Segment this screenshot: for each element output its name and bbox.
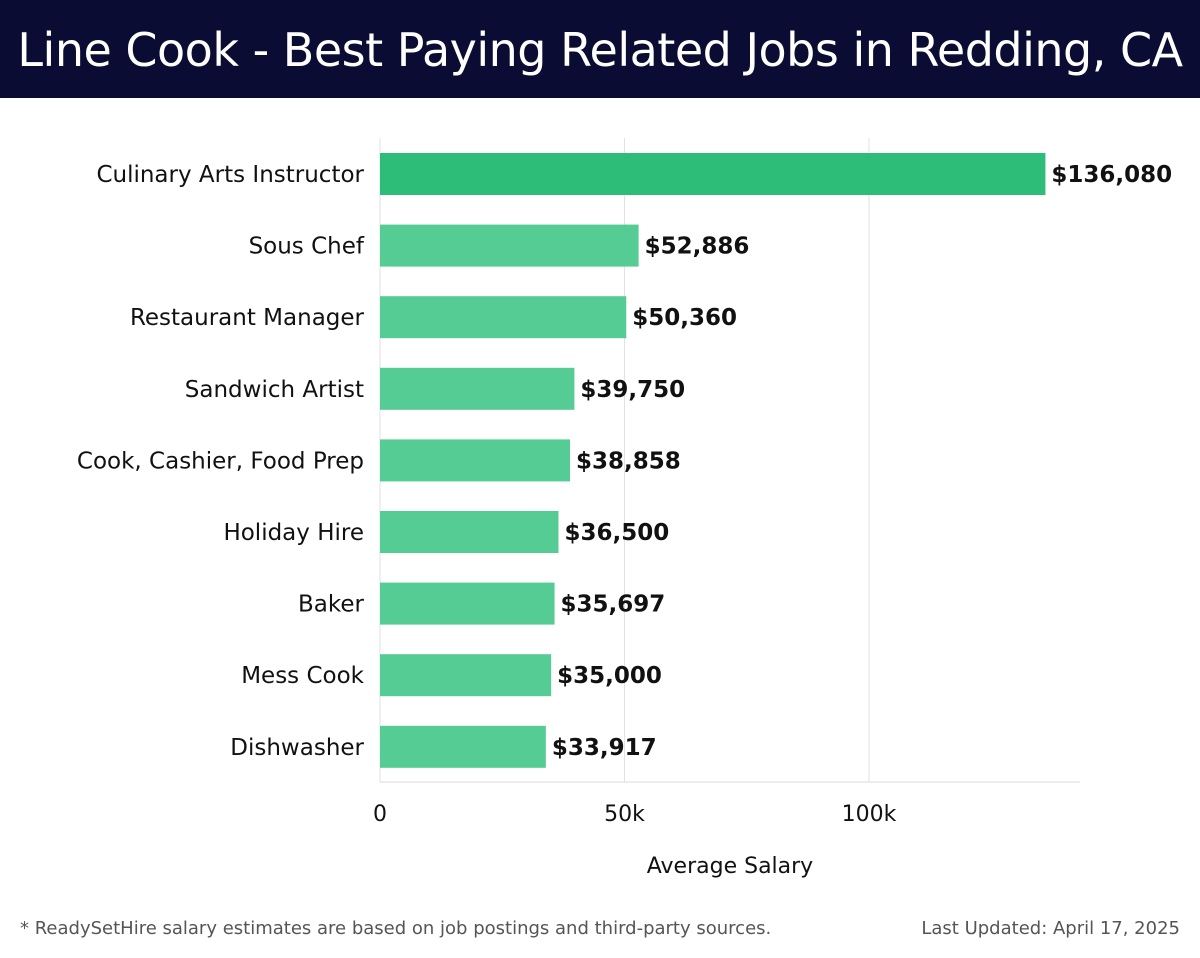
bar (380, 367, 575, 410)
last-updated: Last Updated: April 17, 2025 (921, 918, 1180, 939)
x-tick-label: 0 (373, 802, 387, 827)
category-label: Mess Cook (241, 663, 364, 689)
x-tick-label: 100k (842, 802, 897, 827)
category-label: Holiday Hire (223, 520, 364, 546)
category-label: Restaurant Manager (130, 305, 365, 331)
category-label: Sandwich Artist (185, 377, 364, 403)
value-label: $36,500 (564, 520, 669, 546)
value-label: $50,360 (632, 305, 737, 331)
bar (380, 725, 546, 768)
category-label: Culinary Arts Instructor (96, 162, 364, 188)
bar (380, 224, 639, 267)
salary-bar-chart: Culinary Arts Instructor $136,080 Sous Che… (77, 138, 1172, 879)
chart-title: Line Cook - Best Paying Related Jobs in … (17, 23, 1183, 77)
title-banner: Line Cook - Best Paying Related Jobs in … (0, 0, 1200, 98)
bar (380, 296, 627, 339)
category-label: Cook, Cashier, Food Prep (77, 448, 364, 474)
category-label: Dishwasher (230, 735, 364, 761)
bar (380, 153, 1046, 195)
value-label: $52,886 (645, 234, 750, 260)
bar (380, 582, 555, 625)
bar (380, 511, 559, 553)
value-label: $35,000 (557, 663, 662, 689)
x-axis-title: Average Salary (647, 854, 813, 879)
category-label: Baker (298, 592, 365, 618)
value-label: $136,080 (1051, 162, 1172, 188)
value-label: $33,917 (552, 735, 657, 761)
value-label: $39,750 (580, 377, 685, 403)
category-label: Sous Chef (249, 234, 365, 260)
value-label: $35,697 (561, 592, 666, 618)
x-tick-label: 50k (604, 802, 645, 827)
bar (380, 439, 571, 482)
bar (380, 654, 552, 697)
footer-note: * ReadySetHire salary estimates are base… (20, 918, 772, 939)
value-label: $38,858 (576, 448, 681, 474)
